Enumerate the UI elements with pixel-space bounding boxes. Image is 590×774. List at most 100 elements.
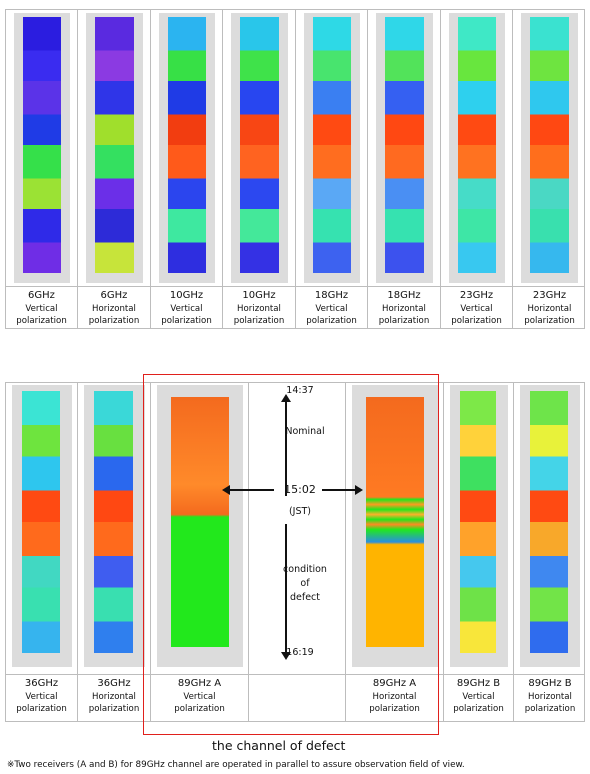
caption-divider-bottom — [6, 674, 584, 675]
frequency-label: 36GHz — [24, 678, 59, 689]
strip-frame — [86, 13, 143, 283]
frequency-label: 23GHz — [459, 290, 494, 301]
frequency-label: 6GHz — [28, 290, 55, 301]
strip-frame — [304, 13, 360, 283]
footnote: ※Two receivers (A and B) for 89GHz chann… — [7, 760, 465, 770]
polarization-word: polarization — [306, 316, 357, 326]
channel-cell: 89GHz B Vertical polarization — [444, 383, 514, 721]
bottom-panel: 36GHz Vertical polarization 36GHz Horizontal… — [5, 382, 585, 722]
channel-cell: 6GHz Horizontal polarization — [78, 10, 151, 328]
strip-frame — [14, 13, 70, 283]
channel-cell: 23GHz Vertical polarization — [441, 10, 513, 328]
brightness-temperature-strip — [94, 391, 133, 653]
timeline-tz: (JST) — [288, 506, 312, 517]
channel-cell: 89GHz B Horizontal polarization — [514, 383, 586, 721]
timeline-start: 14:37 — [286, 385, 314, 396]
polarization-word: polarization — [369, 704, 420, 714]
top_row-caption: 6GHz Vertical polarization — [6, 289, 77, 327]
brightness-temperature-strip — [458, 17, 496, 273]
top_row-caption: 10GHz Vertical polarization — [151, 289, 222, 327]
bottom_row-caption: 89GHz B Vertical polarization — [444, 677, 513, 715]
polarization-type: Vertical — [25, 304, 58, 314]
frequency-label: 89GHz A — [372, 678, 417, 689]
channel-cell: 36GHz Horizontal polarization — [78, 383, 151, 721]
timeline-arrow-down — [285, 524, 287, 654]
right-arrow-line — [322, 489, 356, 491]
frequency-label: 23GHz — [532, 290, 567, 301]
channel-cell: 10GHz Horizontal polarization — [223, 10, 296, 328]
polarization-word: polarization — [524, 704, 576, 714]
polarization-type: Horizontal — [528, 692, 572, 702]
polarization-type: Vertical — [25, 692, 58, 702]
brightness-temperature-strip — [22, 391, 60, 653]
polarization-type: Vertical — [460, 304, 493, 314]
timeline-event-time: 15:02 — [284, 483, 316, 496]
polarization-type: Vertical — [462, 692, 495, 702]
timeline-arrow-up — [285, 398, 287, 496]
bottom_row-caption: 36GHz Horizontal polarization — [78, 677, 150, 715]
polarization-word: polarization — [16, 704, 67, 714]
polarization-word: polarization — [88, 704, 140, 714]
brightness-temperature-strip — [95, 17, 134, 273]
brightness-temperature-strip — [240, 17, 279, 273]
polarization-type: Vertical — [183, 692, 216, 702]
channel-cell: 6GHz Vertical polarization — [6, 10, 78, 328]
top_row-caption: 18GHz Horizontal polarization — [368, 289, 440, 327]
top_row-caption: 23GHz Vertical polarization — [441, 289, 512, 327]
top_row-caption: 10GHz Horizontal polarization — [223, 289, 295, 327]
brightness-temperature-strip — [171, 397, 229, 647]
strip-frame — [449, 13, 505, 283]
strip-frame — [157, 385, 243, 667]
frequency-label: 89GHz B — [456, 678, 501, 689]
arrowhead-up-icon — [281, 394, 291, 402]
polarization-type: Horizontal — [527, 304, 572, 314]
polarization-word: polarization — [451, 316, 502, 326]
timeline-defect-3: defect — [289, 592, 320, 603]
defect-highlight-box — [143, 374, 439, 735]
channel-cell: 36GHz Vertical polarization — [6, 383, 78, 721]
strip-frame — [376, 13, 433, 283]
polarization-word: polarization — [378, 316, 430, 326]
timeline-cell — [249, 383, 346, 721]
brightness-temperature-strip — [168, 17, 206, 273]
frequency-label: 10GHz — [242, 290, 276, 301]
arrowhead-down-icon — [281, 652, 291, 660]
brightness-temperature-strip — [366, 397, 424, 647]
bottom_row-caption: 89GHz A Horizontal polarization — [346, 677, 443, 715]
top-panel: 6GHz Vertical polarization 6GHz Horizontal po… — [5, 9, 585, 329]
arrow-right-icon — [355, 485, 363, 495]
bottom_row-caption: 36GHz Vertical polarization — [6, 677, 77, 715]
left-arrow-line — [228, 489, 274, 491]
brightness-temperature-strip — [313, 17, 351, 273]
strip-frame — [159, 13, 215, 283]
polarization-type: Horizontal — [237, 304, 281, 314]
polarization-word: polarization — [524, 316, 575, 326]
channel-cell: 89GHz A Vertical polarization — [151, 383, 249, 721]
strip-frame — [84, 385, 145, 667]
brightness-temperature-strip — [530, 17, 569, 273]
polarization-type: Horizontal — [382, 304, 426, 314]
frequency-label: 18GHz — [314, 290, 349, 301]
channel-cell: 18GHz Vertical polarization — [296, 10, 368, 328]
timeline-nominal: Nominal — [285, 426, 325, 437]
timeline-defect-1: condition — [283, 564, 327, 575]
top_row-caption: 6GHz Horizontal polarization — [78, 289, 150, 327]
strip-frame — [352, 385, 438, 667]
channel-cell: 10GHz Vertical polarization — [151, 10, 223, 328]
polarization-type: Horizontal — [372, 692, 417, 702]
polarization-word: polarization — [88, 316, 140, 326]
frequency-label: 89GHz A — [177, 678, 222, 689]
strip-frame — [231, 13, 288, 283]
frequency-label: 10GHz — [169, 290, 204, 301]
strip-frame — [521, 13, 578, 283]
defect-caption: the channel of defect — [212, 738, 346, 753]
channel-cell: 18GHz Horizontal polarization — [368, 10, 441, 328]
brightness-temperature-strip — [530, 391, 568, 653]
polarization-word: polarization — [161, 316, 212, 326]
polarization-type: Vertical — [170, 304, 203, 314]
channel-cell: 89GHz A Horizontal polarization — [346, 383, 444, 721]
frequency-label: 36GHz — [97, 678, 131, 689]
brightness-temperature-strip — [460, 391, 496, 653]
timeline-end: 16:19 — [286, 647, 314, 658]
top_row-caption: 23GHz Horizontal polarization — [513, 289, 586, 327]
